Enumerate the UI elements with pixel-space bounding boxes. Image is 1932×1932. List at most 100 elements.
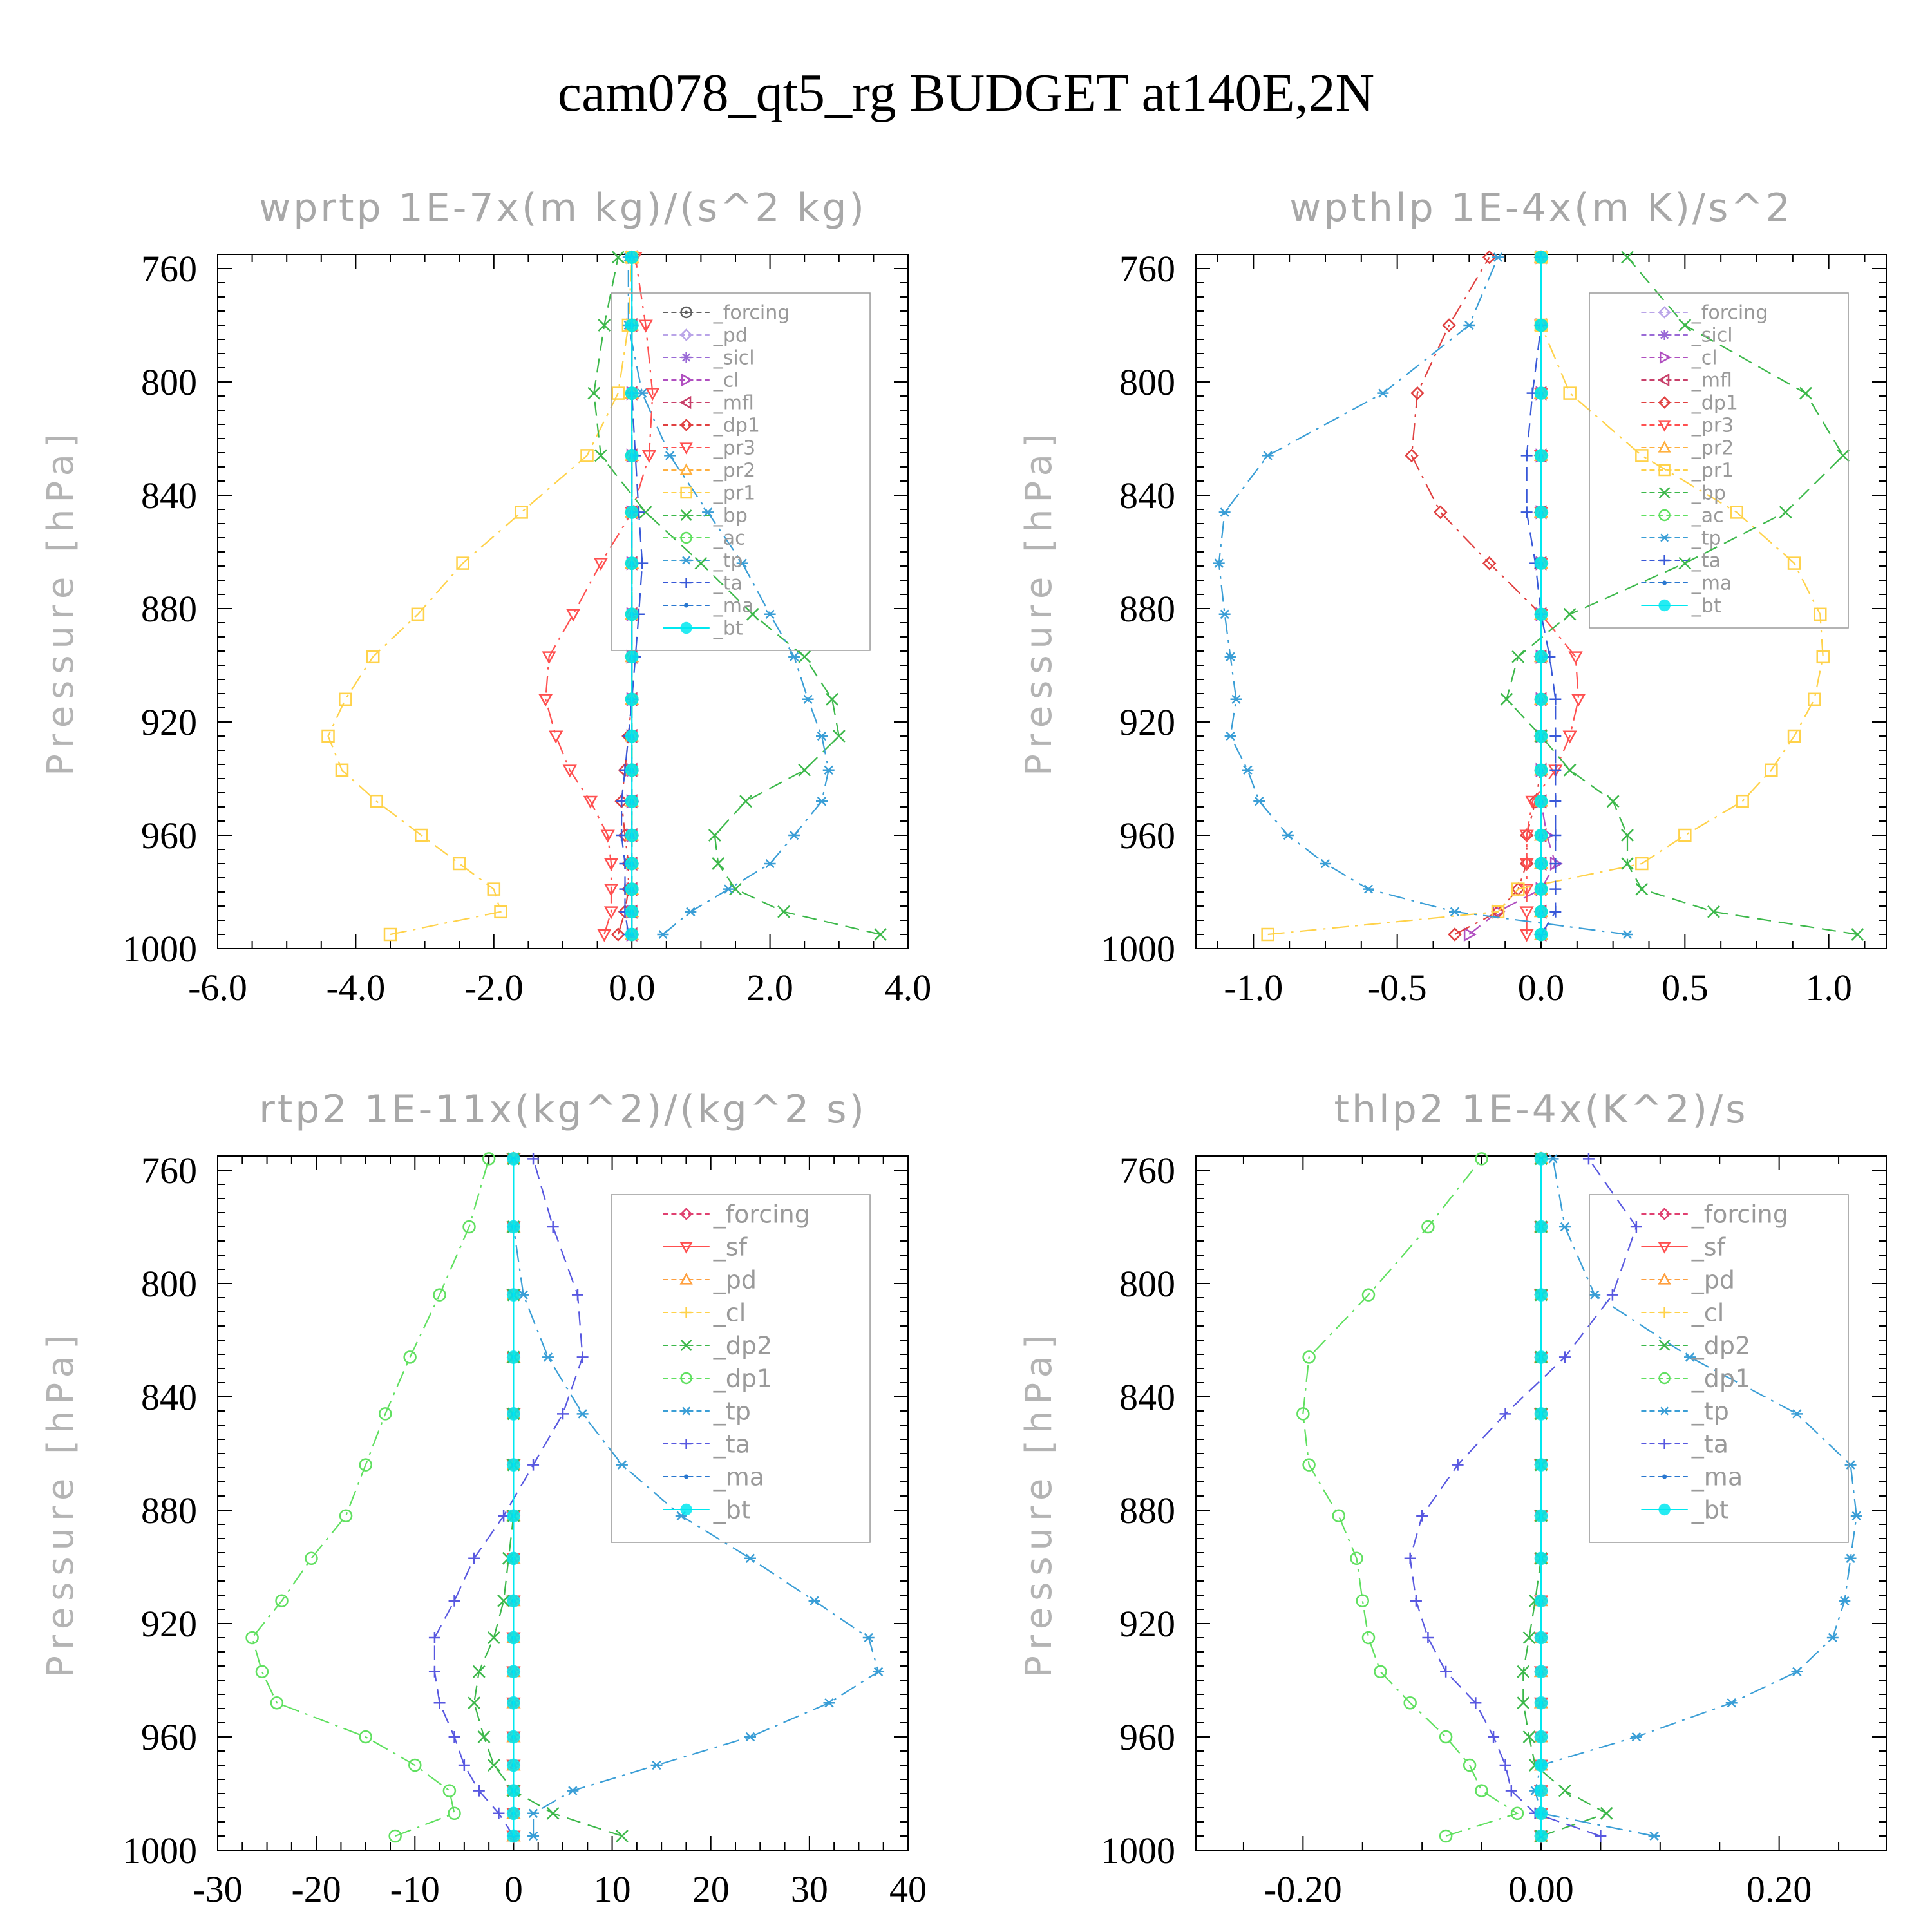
y-tick-label: 920: [1119, 1603, 1175, 1645]
y-tick-label: 840: [141, 475, 197, 516]
data-point: [1582, 1153, 1595, 1165]
y-tick-label: 760: [141, 1150, 197, 1191]
data-point: [1736, 794, 1749, 808]
series-line: [473, 1159, 623, 1837]
data-point: [1558, 1784, 1571, 1797]
legend-label: _forcing: [1691, 1200, 1788, 1228]
data-point: [657, 929, 669, 940]
data-point: [746, 607, 759, 621]
data-point: [411, 607, 425, 621]
data-point: [650, 1760, 663, 1770]
data-point: [625, 729, 639, 743]
legend-box: [1589, 1194, 1849, 1543]
legend-label: _ta: [1691, 550, 1721, 573]
legend-swatch-marker: [681, 1406, 692, 1416]
data-point: [625, 763, 639, 777]
series-line: [327, 257, 633, 936]
data-point: [625, 692, 639, 706]
data-point: [565, 609, 581, 622]
series-bt: [625, 251, 639, 942]
data-point: [764, 858, 776, 869]
legend-label: _pd: [713, 1265, 757, 1294]
data-point: [1816, 650, 1830, 664]
legend-label: _cl: [1691, 347, 1718, 370]
data-point: [1779, 506, 1792, 519]
legend-label: _pr1: [713, 482, 755, 505]
data-point: [1410, 1595, 1422, 1607]
legend-label: _pd: [713, 325, 748, 347]
y-axis-label: Pressure [hPa]: [1018, 1329, 1060, 1678]
legend-label: _tp: [1691, 1397, 1729, 1425]
x-tick-label: 0.0: [1518, 967, 1565, 1009]
x-tick-label: 0.00: [1508, 1868, 1574, 1910]
y-tick-label: 840: [141, 1376, 197, 1418]
data-point: [708, 829, 721, 842]
y-tick-label: 760: [1119, 1150, 1175, 1191]
series-dp1: [1296, 1152, 1524, 1843]
data-point: [507, 1631, 520, 1645]
legend-swatch-marker: [1658, 1503, 1671, 1516]
legend-label: _bt: [713, 618, 743, 640]
data-point: [611, 927, 625, 942]
legend-swatch-marker: [680, 306, 692, 319]
data-point: [1500, 692, 1513, 706]
data-point: [1549, 764, 1562, 776]
legend-label: _bt: [1691, 595, 1721, 618]
x-tick-label: -0.20: [1264, 1868, 1342, 1910]
plot-frame: [217, 1155, 909, 1851]
data-point: [1519, 906, 1534, 920]
data-point: [625, 882, 639, 896]
data-point: [547, 1221, 559, 1233]
legend-label: _pr3: [1691, 415, 1734, 437]
legend-label: _ta: [713, 1430, 750, 1458]
data-point: [1678, 556, 1692, 570]
series-bt: [1534, 1152, 1548, 1843]
legend-swatch-marker: [680, 621, 692, 634]
data-point: [1534, 386, 1548, 400]
data-point: [507, 1288, 520, 1302]
series-line: [1526, 257, 1580, 934]
data-point: [1442, 318, 1456, 332]
data-point: [1606, 1289, 1618, 1301]
data-point: [625, 251, 639, 264]
series-line: [433, 1159, 583, 1837]
x-tick-label: 30: [791, 1868, 828, 1910]
data-point: [448, 1595, 460, 1607]
data-point: [305, 1551, 318, 1566]
data-point: [712, 857, 725, 870]
data-point: [1356, 1594, 1370, 1608]
data-point: [1253, 797, 1265, 806]
data-point: [428, 1632, 440, 1643]
chart-panel-2: wpthlp 1E-4x(m K)/s^2 Pressure [hPa] -1.0 -…: [1018, 185, 1887, 1009]
legend-swatch-marker: [684, 1474, 689, 1479]
data-point: [808, 1596, 820, 1605]
x-tick-label: 0.0: [609, 967, 656, 1009]
data-point: [1595, 1830, 1607, 1842]
data-point: [576, 1351, 589, 1363]
legend-swatch-marker: [1662, 580, 1667, 585]
panel-title: rtp2 1E-11x(kg^2)/(kg^2 s): [259, 1087, 867, 1132]
legend-label: _sf: [1691, 1233, 1727, 1261]
data-point: [798, 650, 811, 663]
data-point: [685, 907, 697, 916]
legend-label: _pr1: [1691, 460, 1734, 482]
legend-label: _pr3: [713, 437, 755, 460]
data-point: [862, 1633, 875, 1643]
data-point: [1213, 558, 1225, 568]
data-point: [557, 1408, 569, 1420]
legend-label: _pr2: [713, 460, 755, 482]
legend-swatch-marker: [1658, 1273, 1671, 1285]
x-tick-label: 0.5: [1662, 967, 1709, 1009]
legend-label: _sicl: [713, 347, 755, 370]
data-point: [816, 731, 828, 741]
legend-label: _forcing: [713, 302, 790, 325]
series-bt: [1534, 251, 1548, 942]
data-point: [448, 1806, 461, 1821]
y-tick-label: 880: [141, 1490, 197, 1531]
data-point: [1534, 318, 1548, 332]
legend-box: [1589, 292, 1849, 629]
legend-label: _bp: [713, 505, 748, 527]
plot-frame: [217, 254, 909, 949]
data-point: [1410, 386, 1425, 401]
chart-panel-4: thlp2 1E-4x(K^2)/s Pressure [hPa] -0.20 0.0…: [1018, 1087, 1887, 1910]
